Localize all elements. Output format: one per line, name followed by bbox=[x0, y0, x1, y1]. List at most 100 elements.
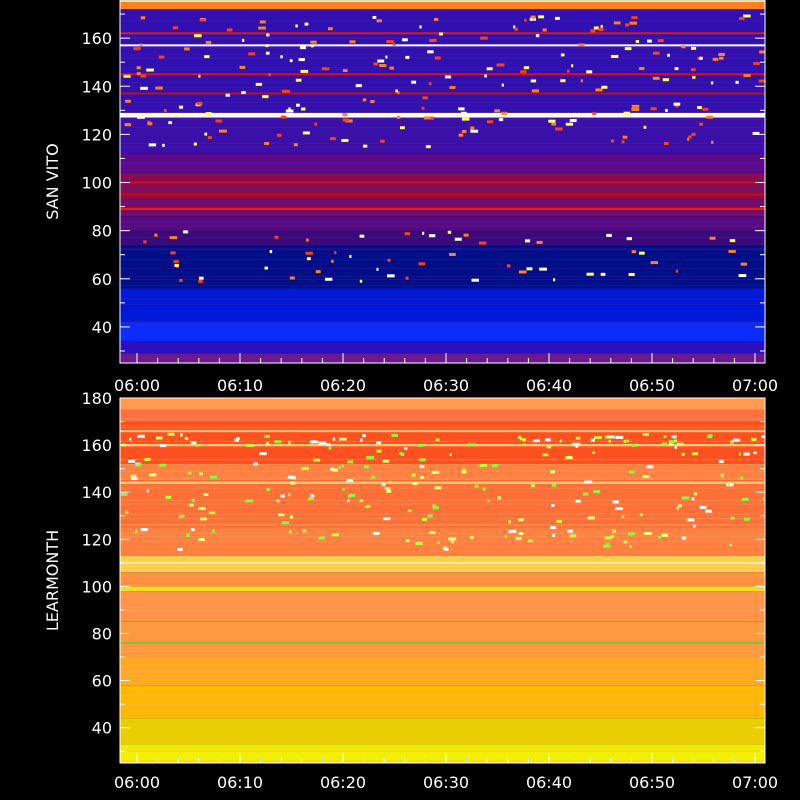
learmonth-burst-mark bbox=[318, 441, 327, 445]
san-vito-burst-mark bbox=[626, 237, 632, 241]
learmonth-burst-mark bbox=[644, 531, 652, 535]
san-vito-burst-mark bbox=[341, 138, 349, 142]
learmonth-burst-mark bbox=[549, 470, 555, 474]
san-vito-band-13 bbox=[120, 2, 765, 10]
san-vito-burst-mark bbox=[501, 83, 504, 87]
san-vito-striation bbox=[120, 202, 765, 204]
learmonth-burst-mark bbox=[658, 535, 661, 539]
san-vito-burst-mark bbox=[342, 69, 348, 73]
san-vito-burst-mark bbox=[555, 127, 563, 131]
san-vito-burst-mark bbox=[168, 121, 173, 125]
learmonth-burst-mark bbox=[360, 438, 363, 442]
learmonth-burst-mark bbox=[391, 433, 399, 437]
san-vito-burst-mark bbox=[421, 106, 425, 110]
san-vito-burst-mark bbox=[302, 131, 310, 135]
san-vito-striation bbox=[120, 188, 765, 190]
learmonth-burst-mark bbox=[411, 473, 416, 477]
san-vito-burst-mark bbox=[422, 231, 425, 235]
learmonth-burst-mark bbox=[615, 435, 624, 439]
learmonth-striation bbox=[120, 749, 765, 751]
san-vito-striation bbox=[120, 225, 765, 227]
san-vito-burst-mark bbox=[595, 88, 603, 92]
learmonth-burst-mark bbox=[575, 436, 581, 440]
learmonth-burst-mark bbox=[137, 434, 145, 438]
learmonth-striation bbox=[120, 706, 765, 708]
san-vito-burst-mark bbox=[324, 277, 333, 281]
learmonth-burst-mark bbox=[407, 509, 412, 513]
learmonth-burst-mark bbox=[130, 474, 137, 478]
learmonth-striation bbox=[120, 574, 765, 576]
san-vito-striation bbox=[120, 69, 765, 71]
san-vito-burst-mark bbox=[524, 18, 527, 22]
learmonth-line-3 bbox=[120, 561, 765, 564]
learmonth-striation bbox=[120, 606, 765, 608]
learmonth-burst-mark bbox=[556, 519, 562, 523]
san-vito-band-11 bbox=[120, 112, 765, 118]
san-vito-burst-mark bbox=[315, 270, 321, 274]
learmonth-striation bbox=[120, 524, 765, 526]
san-vito-burst-mark bbox=[377, 59, 385, 63]
san-vito-burst-mark bbox=[300, 107, 306, 111]
san-vito-burst-mark bbox=[169, 236, 178, 240]
san-vito-burst-mark bbox=[373, 62, 379, 66]
learmonth-burst-mark bbox=[177, 547, 183, 551]
san-vito-burst-mark bbox=[411, 80, 417, 84]
san-vito-striation bbox=[120, 275, 765, 277]
san-vito-burst-mark bbox=[362, 144, 368, 148]
san-vito-striation bbox=[120, 111, 765, 113]
san-vito-burst-mark bbox=[691, 68, 696, 72]
learmonth-burst-mark bbox=[332, 468, 338, 472]
san-vito-burst-mark bbox=[331, 259, 334, 263]
san-vito-burst-mark bbox=[310, 44, 314, 48]
san-vito-burst-mark bbox=[554, 16, 560, 20]
learmonth-burst-mark bbox=[623, 439, 626, 443]
learmonth-striation bbox=[120, 741, 765, 743]
san-vito-y-axis-label: SAN VITO bbox=[43, 143, 62, 219]
san-vito-burst-mark bbox=[174, 113, 177, 117]
san-vito-striation bbox=[120, 321, 765, 323]
learmonth-x-tick-label: 06:50 bbox=[629, 773, 675, 792]
san-vito-burst-mark bbox=[506, 264, 511, 268]
san-vito-burst-mark bbox=[691, 132, 696, 136]
learmonth-burst-mark bbox=[743, 452, 750, 456]
san-vito-burst-mark bbox=[593, 26, 599, 30]
learmonth-burst-mark bbox=[681, 496, 690, 500]
learmonth-striation bbox=[120, 533, 765, 535]
san-vito-burst-mark bbox=[613, 21, 621, 25]
learmonth-x-tick-label: 06:40 bbox=[526, 773, 572, 792]
san-vito-burst-mark bbox=[712, 57, 719, 61]
learmonth-y-tick-label: 40 bbox=[92, 719, 112, 738]
learmonth-striation bbox=[120, 703, 765, 705]
learmonth-striation bbox=[120, 760, 765, 762]
san-vito-burst-mark bbox=[359, 279, 363, 283]
learmonth-striation bbox=[120, 761, 765, 763]
learmonth-burst-mark bbox=[405, 539, 410, 543]
san-vito-burst-mark bbox=[635, 40, 640, 44]
learmonth-y-tick-label: 100 bbox=[81, 577, 112, 596]
san-vito-striation bbox=[120, 321, 765, 323]
learmonth-burst-mark bbox=[730, 516, 735, 520]
san-vito-band-0 bbox=[120, 353, 765, 363]
learmonth-burst-mark bbox=[429, 530, 436, 534]
learmonth-burst-mark bbox=[663, 435, 667, 439]
learmonth-burst-mark bbox=[661, 533, 669, 537]
san-vito-burst-mark bbox=[650, 107, 657, 111]
learmonth-burst-mark bbox=[189, 503, 194, 507]
learmonth-burst-mark bbox=[400, 452, 405, 456]
learmonth-burst-mark bbox=[434, 486, 442, 490]
learmonth-burst-mark bbox=[646, 465, 654, 469]
san-vito-burst-mark bbox=[598, 28, 604, 32]
san-vito-striation bbox=[120, 303, 765, 305]
san-vito-burst-mark bbox=[650, 261, 659, 265]
san-vito-burst-mark bbox=[376, 19, 382, 23]
san-vito-burst-mark bbox=[124, 123, 132, 127]
learmonth-x-tick-label: 07:00 bbox=[732, 773, 778, 792]
learmonth-burst-mark bbox=[523, 443, 526, 447]
san-vito-burst-mark bbox=[296, 103, 300, 107]
san-vito-burst-mark bbox=[295, 24, 298, 28]
learmonth-striation bbox=[120, 675, 765, 677]
san-vito-burst-mark bbox=[638, 251, 645, 255]
learmonth-burst-mark bbox=[159, 463, 166, 467]
san-vito-burst-mark bbox=[422, 96, 428, 100]
learmonth-striation bbox=[120, 477, 765, 479]
